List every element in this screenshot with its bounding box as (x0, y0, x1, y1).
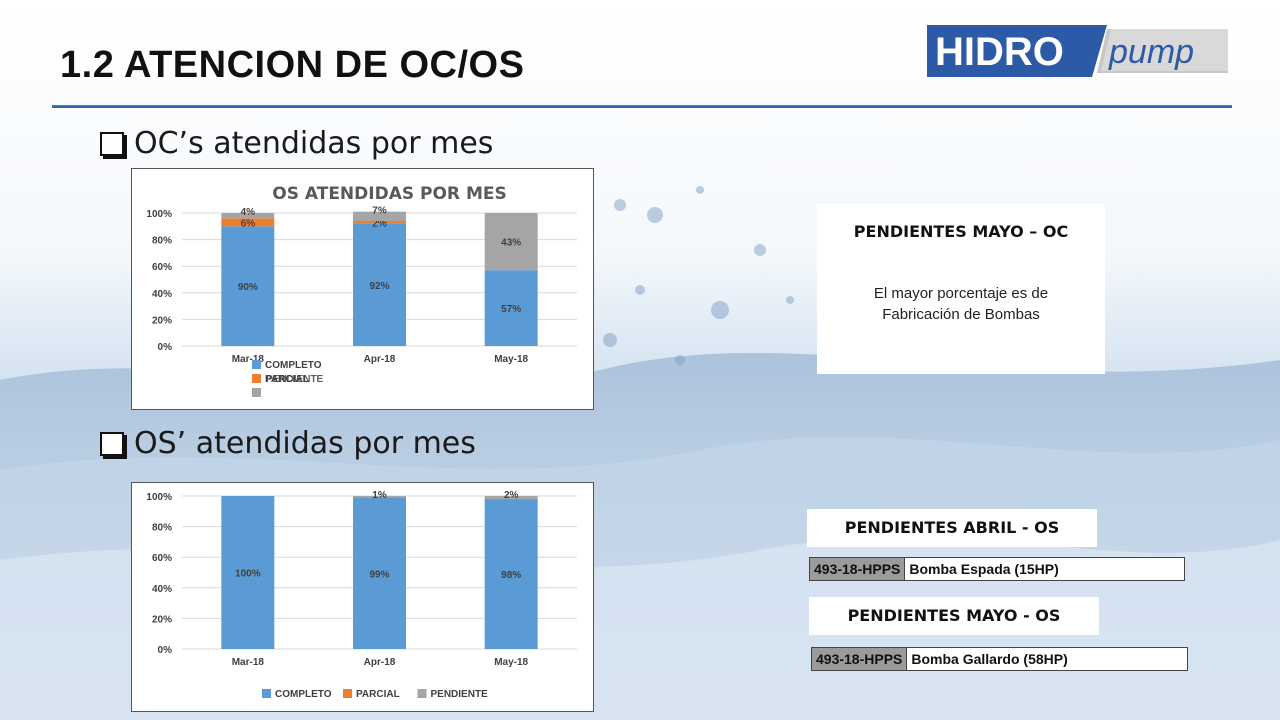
y-tick-label: 100% (146, 492, 172, 503)
data-label: 2% (504, 490, 519, 501)
legend-swatch (343, 689, 352, 698)
y-tick-label: 60% (152, 262, 172, 273)
legend-label: COMPLETO (275, 689, 332, 700)
chart-oc: OS ATENDIDAS POR MES 0% 20% 40% 60% 80% 100% 90… (146, 184, 577, 397)
data-label: 4% (241, 207, 256, 218)
bar-completo (484, 499, 538, 649)
y-tick-label: 0% (158, 342, 173, 353)
svg-text:HIDRO: HIDRO (935, 30, 1064, 74)
chart-oc-frame: OS ATENDIDAS POR MES 0% 20% 40% 60% 80% 100% 90… (131, 168, 594, 410)
panel-text-line: Fabricación de Bombas (882, 306, 1040, 323)
y-tick-label: 20% (152, 315, 172, 326)
data-label: 90% (238, 282, 258, 293)
table-row: 493-18-HPPS Bomba Gallardo (58HP) (811, 647, 1188, 671)
y-tick-label: 20% (152, 614, 172, 625)
data-label: 99% (369, 569, 389, 580)
data-label: 43% (501, 238, 521, 249)
bar-pendiente (353, 496, 406, 498)
x-tick-label: Mar-18 (232, 657, 265, 668)
checkbox-bullet-icon (100, 131, 124, 156)
y-tick-label: 80% (152, 236, 172, 247)
y-tick-label: 40% (152, 584, 172, 595)
os-description: Bomba Gallardo (58HP) (911, 651, 1068, 667)
legend-label: PARCIAL (356, 689, 400, 700)
panel-title: PENDIENTES ABRIL - OS (844, 518, 1060, 537)
bar-pendiente (484, 213, 538, 271)
data-label: 6% (241, 218, 256, 229)
chart-os: 0% 20% 40% 60% 80% 100% 100% Mar-18 99% 1% Apr-18 9… (146, 490, 577, 700)
data-label: 1% (372, 490, 387, 501)
legend-swatch (262, 689, 271, 698)
os-description: Bomba Espada (15HP) (909, 561, 1059, 577)
data-label: 2% (372, 218, 387, 229)
os-code: 493-18-HPPS (810, 558, 906, 580)
panel-pendientes-mayo-os: PENDIENTES MAYO - OS (809, 597, 1099, 635)
bar-parcial (221, 218, 275, 227)
legend-swatch (252, 388, 261, 397)
bar-completo (221, 496, 275, 649)
bar-pendiente (221, 213, 275, 219)
bar-pendiente (353, 211, 406, 221)
x-tick-label: Mar-18 (232, 354, 265, 365)
bullet-os-text: OS’ atendidas por mes (134, 426, 476, 461)
legend-swatch (252, 374, 261, 383)
panel-title: PENDIENTES MAYO - OS (847, 606, 1061, 625)
legend-label: PENDIENTE (431, 689, 489, 700)
bar-parcial (353, 220, 406, 224)
os-code: 493-18-HPPS (812, 648, 908, 670)
bar-completo (353, 223, 406, 346)
legend-label: PENDIENTE (266, 374, 324, 385)
checkbox-bullet-icon (100, 431, 124, 456)
y-tick-label: 0% (158, 645, 173, 656)
bar-completo (221, 226, 275, 346)
data-label: 92% (369, 281, 389, 292)
panel-title: PENDIENTES MAYO – OC (853, 222, 1069, 241)
legend-swatch (417, 689, 427, 698)
x-tick-label: May-18 (494, 657, 528, 668)
legend-label: PARCIAL (265, 374, 309, 385)
bullet-os: OS’ atendidas por mes (100, 426, 476, 461)
y-tick-label: 40% (152, 289, 172, 300)
slide-title: 1.2 ATENCION DE OC/OS (60, 44, 525, 86)
y-tick-label: 100% (146, 209, 172, 220)
bar-pendiente (484, 496, 538, 500)
x-tick-label: May-18 (494, 354, 528, 365)
legend-label: COMPLETO (265, 360, 322, 371)
hidropump-logo: HIDRO pump (927, 25, 1232, 77)
table-row: 493-18-HPPS Bomba Espada (15HP) (809, 557, 1185, 581)
panel-pendientes-abril-os: PENDIENTES ABRIL - OS (807, 509, 1097, 547)
y-tick-label: 60% (152, 553, 172, 564)
panel-text-line: El mayor porcentaje es de (873, 285, 1049, 302)
x-tick-label: Apr-18 (364, 657, 396, 668)
svg-text:pump: pump (1108, 33, 1194, 71)
chart-os-frame: 0% 20% 40% 60% 80% 100% 100% Mar-18 99% 1% Apr-18 9… (131, 482, 594, 712)
panel-pendientes-mayo-oc: PENDIENTES MAYO – OC El mayor porcentaje… (817, 204, 1105, 374)
chart-title: OS ATENDIDAS POR MES (272, 184, 506, 204)
data-label: 57% (501, 304, 521, 315)
bullet-oc-text: OC’s atendidas por mes (134, 126, 494, 161)
data-label: 98% (501, 570, 521, 581)
title-divider (52, 105, 1232, 108)
data-label: 7% (372, 206, 387, 217)
data-label: 100% (235, 569, 261, 580)
bar-completo (484, 270, 538, 346)
y-tick-label: 80% (152, 523, 172, 534)
x-tick-label: Apr-18 (364, 354, 396, 365)
bar-completo (353, 497, 406, 649)
bullet-oc: OC’s atendidas por mes (100, 126, 493, 161)
legend-swatch (252, 360, 261, 369)
